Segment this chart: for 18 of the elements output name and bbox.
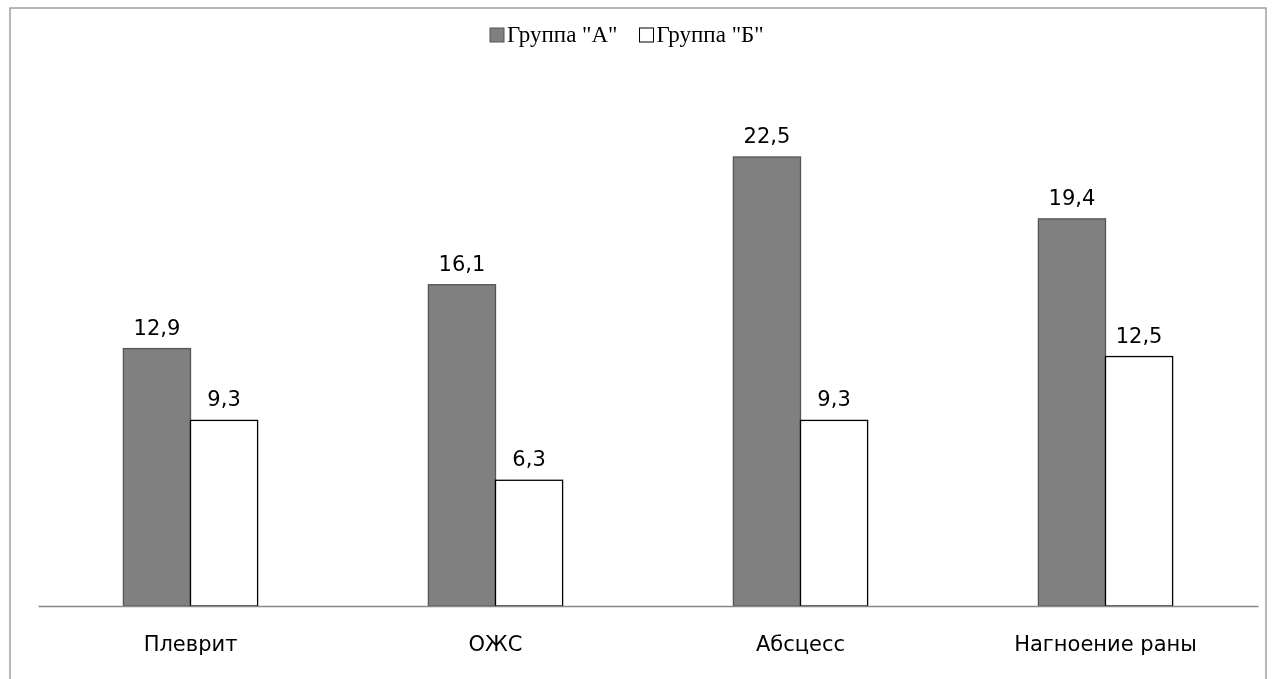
x-tick-label: Абсцесс	[755, 631, 846, 656]
data-label: 22,5	[743, 124, 791, 148]
bar	[799, 419, 869, 607]
x-tick-label: Плеврит	[143, 631, 238, 656]
x-tick-label: Нагноение раны	[1014, 631, 1197, 656]
legend-label: Группа "Б"	[656, 22, 764, 47]
bar	[189, 419, 259, 607]
data-label: 9,3	[207, 387, 241, 412]
legend-label: Группа "А"	[507, 22, 618, 47]
data-label: 6,3	[512, 447, 546, 472]
bar	[1104, 355, 1174, 607]
data-label: 9,3	[817, 387, 851, 412]
data-label: 19,4	[1048, 185, 1096, 210]
data-label: 16,1	[438, 251, 486, 276]
data-label: 12,9	[133, 315, 181, 340]
data-label: 12,5	[1115, 323, 1163, 348]
x-tick-label: ОЖС	[468, 631, 523, 656]
bar	[494, 479, 564, 607]
